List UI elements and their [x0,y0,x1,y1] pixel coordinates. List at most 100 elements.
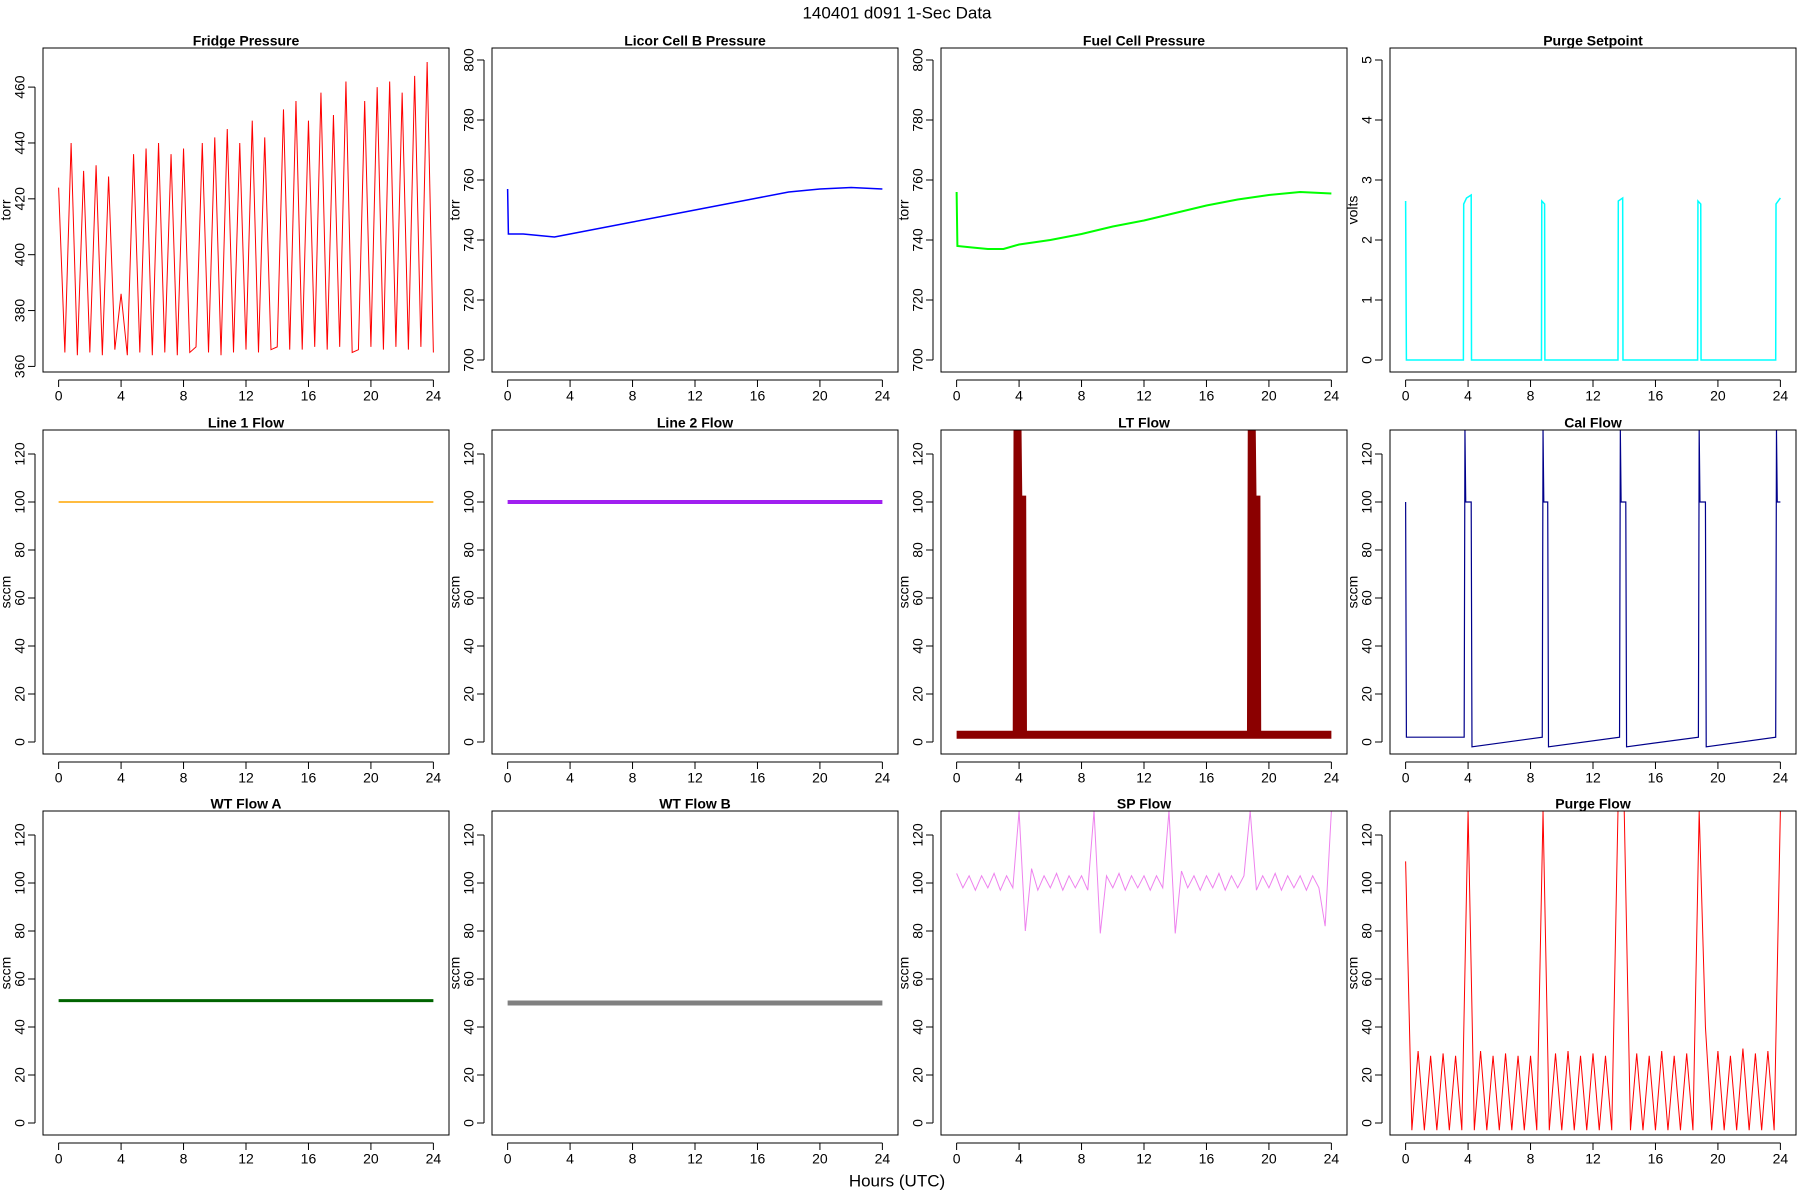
plot-frame [491,429,899,755]
y-axis-label: sccm [896,957,912,990]
y-axis-label: torr [896,199,912,220]
x-tick-label: 12 [238,388,254,404]
x-tick-label: 12 [238,1151,254,1167]
y-tick-label: 20 [910,686,926,702]
y-tick-label: 700 [461,348,477,372]
data-line [955,190,1332,250]
x-tick-label: 12 [1136,1151,1152,1167]
y-tick-label: 60 [461,971,477,987]
plot-frame [940,429,1348,755]
y-tick-label: 100 [1359,490,1375,514]
x-tick-label: 8 [180,388,188,404]
plot-frame [42,429,450,755]
data-line [506,186,883,238]
panel-title: Purge Flow [1555,796,1631,812]
x-tick-label: 16 [1199,388,1215,404]
x-tick-label: 16 [301,388,317,404]
y-tick-label: 100 [1359,871,1375,895]
y-axis-label: sccm [1345,957,1361,990]
y-tick-label: 120 [12,823,28,847]
y-tick-label: 460 [12,75,28,99]
x-tick-label: 12 [687,1151,703,1167]
x-tick-label: 12 [1585,388,1601,404]
y-tick-label: 40 [461,638,477,654]
plot-frame [1389,47,1797,373]
y-axis-label: sccm [896,576,912,609]
panel: Fridge Pressure torr 0 4 8 12 16 20 24 360 380 400 4… [0,33,450,404]
x-tick-label: 16 [1199,770,1215,786]
x-tick-label: 12 [1136,388,1152,404]
y-tick-label: 760 [910,168,926,192]
y-tick-label: 0 [1359,356,1375,364]
x-tick-label: 24 [1324,1151,1340,1167]
x-tick-label: 20 [363,388,379,404]
y-tick-label: 400 [12,243,28,267]
x-tick-label: 24 [426,770,442,786]
y-tick-label: 60 [1359,590,1375,606]
x-tick-label: 20 [812,770,828,786]
y-tick-label: 0 [12,1119,28,1127]
x-tick-label: 0 [953,770,961,786]
y-tick-label: 60 [910,971,926,987]
x-axis-label: Hours (UTC) [849,1171,945,1190]
y-tick-label: 20 [461,1067,477,1083]
y-tick-label: 120 [910,442,926,466]
x-tick-label: 16 [1648,1151,1664,1167]
y-tick-label: 60 [910,590,926,606]
x-tick-label: 0 [55,388,63,404]
x-tick-label: 20 [1261,770,1277,786]
x-tick-label: 8 [629,1151,637,1167]
y-tick-label: 0 [461,738,477,746]
x-tick-label: 4 [1464,770,1472,786]
x-tick-label: 16 [301,1151,317,1167]
y-axis-label: sccm [1345,576,1361,609]
x-tick-label: 8 [1527,1151,1535,1167]
x-tick-label: 0 [55,770,63,786]
panel-title: Line 2 Flow [657,415,733,431]
y-tick-label: 0 [1359,738,1375,746]
x-tick-label: 20 [363,770,379,786]
x-tick-label: 4 [117,770,125,786]
y-tick-label: 60 [12,590,28,606]
x-tick-label: 4 [1015,770,1023,786]
x-tick-label: 0 [504,770,512,786]
panel: Line 1 Flow sccm 0 4 8 12 16 20 24 0 20 40 60 80 100 12… [0,415,450,786]
x-tick-label: 20 [1710,770,1726,786]
y-tick-label: 20 [910,1067,926,1083]
x-tick-label: 20 [1710,1151,1726,1167]
y-tick-label: 80 [12,923,28,939]
x-tick-label: 12 [1585,1151,1601,1167]
y-tick-label: 40 [910,638,926,654]
x-tick-label: 24 [1324,388,1340,404]
data-line [1404,193,1781,361]
y-tick-label: 100 [12,490,28,514]
y-tick-label: 100 [910,871,926,895]
y-tick-label: 20 [461,686,477,702]
x-tick-label: 0 [953,1151,961,1167]
y-tick-label: 40 [461,1019,477,1035]
x-tick-label: 0 [1402,770,1410,786]
plot-frame [42,47,450,373]
figure-title: 140401 d091 1-Sec Data [802,3,992,22]
x-tick-label: 4 [1464,1151,1472,1167]
x-tick-label: 24 [1773,770,1789,786]
y-tick-label: 60 [1359,971,1375,987]
y-tick-label: 80 [461,923,477,939]
x-tick-label: 4 [566,1151,574,1167]
y-tick-label: 20 [1359,686,1375,702]
x-tick-label: 20 [812,388,828,404]
x-tick-label: 8 [180,770,188,786]
x-tick-label: 4 [1015,1151,1023,1167]
panel-title: LT Flow [1118,415,1170,431]
y-tick-label: 120 [1359,442,1375,466]
x-tick-label: 12 [238,770,254,786]
y-axis-label: torr [447,199,463,220]
y-tick-label: 2 [1359,236,1375,244]
y-tick-label: 4 [1359,116,1375,124]
panel: Fuel Cell Pressure torr 0 4 8 12 16 20 24 700 720 7… [896,33,1348,404]
y-tick-label: 120 [12,442,28,466]
data-line [1405,430,1781,748]
y-tick-label: 120 [910,823,926,847]
x-tick-label: 20 [363,1151,379,1167]
panel: Purge Flow sccm 0 4 8 12 16 20 24 0 20 40 60 80 100 120 [1345,796,1797,1167]
